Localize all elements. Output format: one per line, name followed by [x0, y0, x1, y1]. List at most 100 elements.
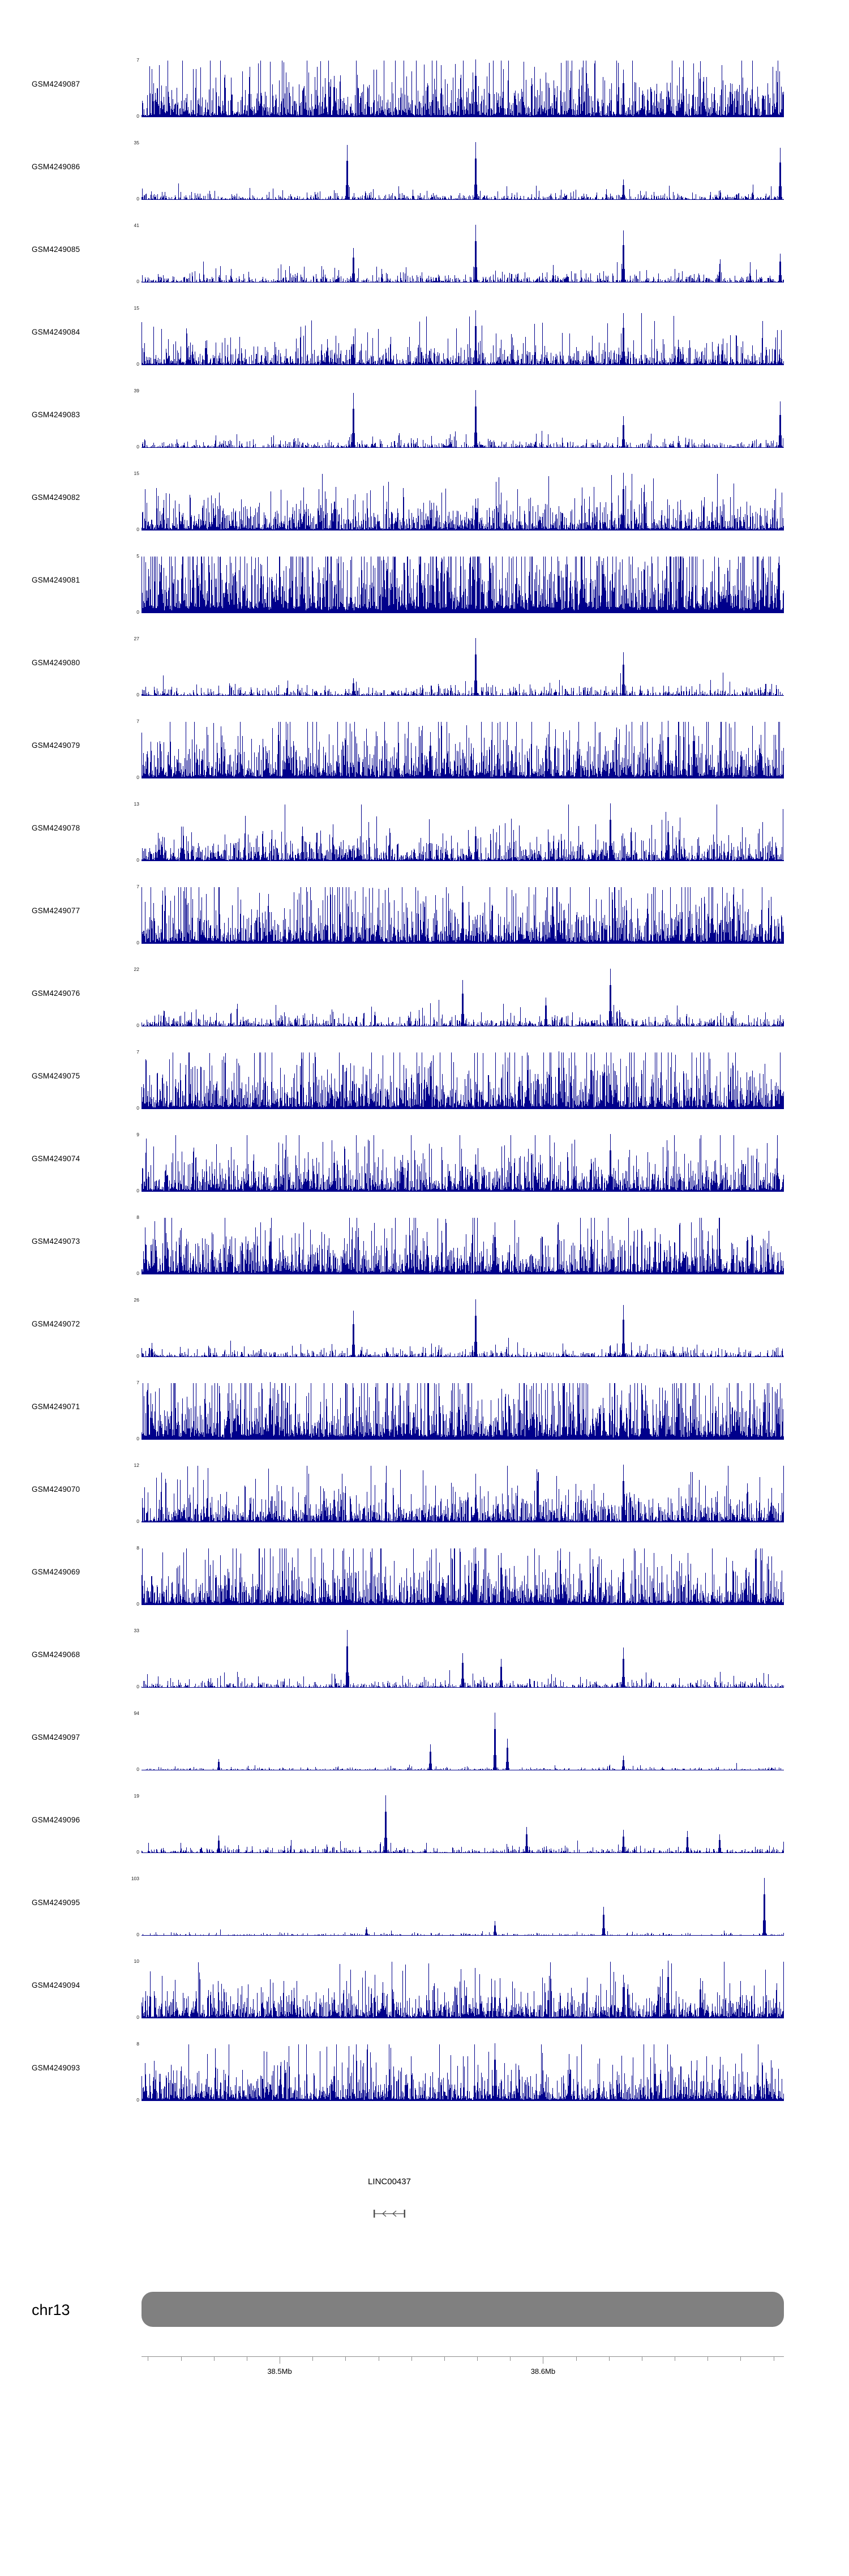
chromosome-ideogram-row: chr13 — [0, 2292, 849, 2327]
track-sample-label: GSM4249094 — [32, 1981, 80, 1989]
signal-histogram — [142, 1051, 784, 1109]
track-sample-label: GSM4249072 — [32, 1320, 80, 1328]
y-axis-min-label: 0 — [136, 609, 139, 615]
signal-histogram — [142, 1795, 784, 1853]
signal-track-row: GSM4249085 41 0 — [0, 218, 849, 301]
y-axis-min-label: 0 — [136, 278, 139, 284]
track-sample-label: GSM4249071 — [32, 1402, 80, 1411]
track-sample-label: GSM4249073 — [32, 1237, 80, 1246]
signal-track-row: GSM4249070 12 0 — [0, 1458, 849, 1541]
track-sample-label: GSM4249079 — [32, 741, 80, 750]
signal-histogram — [142, 473, 784, 530]
y-axis-min-label: 0 — [136, 1601, 139, 1607]
y-axis-max-label: 41 — [134, 222, 139, 228]
signal-track-row: GSM4249084 15 0 — [0, 301, 849, 383]
axis-coordinate-label: 38.5Mb — [267, 2367, 292, 2376]
signal-track-row: GSM4249075 7 0 — [0, 1045, 849, 1127]
track-plot-area: 39 0 — [134, 388, 784, 449]
signal-tracks-panel: GSM4249087 7 0 GSM4249086 35 0 GSM4249085 41 0 GS… — [0, 53, 849, 2119]
y-axis-min-label: 0 — [136, 526, 139, 532]
signal-histogram — [142, 142, 784, 200]
signal-track-row: GSM4249077 7 0 — [0, 879, 849, 962]
axis-minor-tick — [510, 2356, 511, 2361]
signal-track-row: GSM4249087 7 0 — [0, 53, 849, 135]
track-plot-area: 33 0 — [134, 1628, 784, 1689]
axis-minor-tick — [411, 2356, 412, 2361]
signal-histogram — [142, 803, 784, 861]
axis-minor-tick — [444, 2356, 445, 2361]
y-axis-min-label: 0 — [136, 361, 139, 367]
signal-histogram — [142, 721, 784, 778]
y-axis-max-label: 8 — [136, 2041, 139, 2047]
track-plot-area: 12 0 — [134, 1463, 784, 1524]
signal-histogram — [142, 1878, 784, 1936]
y-axis-max-label: 27 — [134, 636, 139, 641]
signal-histogram — [142, 557, 784, 613]
y-axis-min-label: 0 — [136, 774, 139, 780]
track-plot-area: 10 0 — [134, 1959, 784, 2019]
signal-histogram — [142, 1961, 784, 2018]
axis-minor-tick — [576, 2356, 577, 2361]
y-axis-min-label: 0 — [136, 691, 139, 698]
gene-name-label: LINC00437 — [368, 2177, 411, 2186]
axis-minor-tick — [740, 2356, 741, 2361]
track-plot-area: 15 0 — [134, 471, 784, 532]
track-sample-label: GSM4249095 — [32, 1898, 80, 1907]
y-axis-max-label: 35 — [134, 140, 139, 146]
signal-histogram — [142, 1630, 784, 1688]
signal-track-row: GSM4249069 8 0 — [0, 1541, 849, 1623]
y-axis-max-label: 15 — [134, 305, 139, 311]
track-sample-label: GSM4249074 — [32, 1154, 80, 1163]
signal-track-row: GSM4249073 8 0 — [0, 1210, 849, 1293]
signal-histogram — [142, 1547, 784, 1605]
signal-histogram — [142, 225, 784, 283]
track-sample-label: GSM4249087 — [32, 80, 80, 88]
signal-track-row: GSM4249082 15 0 — [0, 466, 849, 549]
track-plot-area: 13 0 — [134, 802, 784, 862]
gene-model-glyph — [374, 2210, 405, 2218]
y-axis-max-label: 7 — [136, 1380, 139, 1385]
track-plot-area: 22 0 — [134, 967, 784, 1028]
y-axis-max-label: 10 — [134, 1958, 139, 1964]
track-sample-label: GSM4249075 — [32, 1072, 80, 1080]
track-sample-label: GSM4249085 — [32, 245, 80, 254]
signal-histogram — [142, 390, 784, 448]
y-axis-max-label: 94 — [134, 1710, 139, 1716]
track-sample-label: GSM4249082 — [32, 493, 80, 502]
signal-track-row: GSM4249095 103 0 — [0, 1871, 849, 1954]
y-axis-max-label: 13 — [134, 801, 139, 807]
signal-histogram — [142, 59, 784, 117]
signal-histogram — [142, 310, 784, 365]
y-axis-max-label: 26 — [134, 1297, 139, 1303]
signal-histogram — [142, 2043, 784, 2101]
track-sample-label: GSM4249081 — [32, 576, 80, 584]
signal-histogram — [142, 886, 784, 944]
y-axis-max-label: 33 — [134, 1628, 139, 1633]
signal-track-row: GSM4249080 27 0 — [0, 631, 849, 714]
y-axis-max-label: 103 — [131, 1876, 139, 1881]
y-axis-min-label: 0 — [136, 1187, 139, 1193]
y-axis-max-label: 7 — [136, 718, 139, 724]
axis-minor-tick — [213, 2356, 215, 2361]
track-sample-label: GSM4249068 — [32, 1650, 80, 1659]
y-axis-min-label: 0 — [136, 1766, 139, 1772]
track-plot-area: 103 0 — [131, 1876, 784, 1937]
y-axis-max-label: 12 — [134, 1462, 139, 1468]
y-axis-min-label: 0 — [136, 1105, 139, 1111]
track-sample-label: GSM4249070 — [32, 1485, 80, 1494]
y-axis-min-label: 0 — [136, 195, 139, 202]
track-sample-label: GSM4249077 — [32, 906, 80, 915]
signal-histogram — [142, 638, 784, 696]
gene-annotation-track: LINC00437 — [0, 2177, 849, 2239]
y-axis-max-label: 22 — [134, 966, 139, 972]
track-plot-area: 15 0 — [134, 306, 784, 366]
signal-track-row: GSM4249078 13 0 — [0, 797, 849, 879]
track-sample-label: GSM4249086 — [32, 162, 80, 171]
